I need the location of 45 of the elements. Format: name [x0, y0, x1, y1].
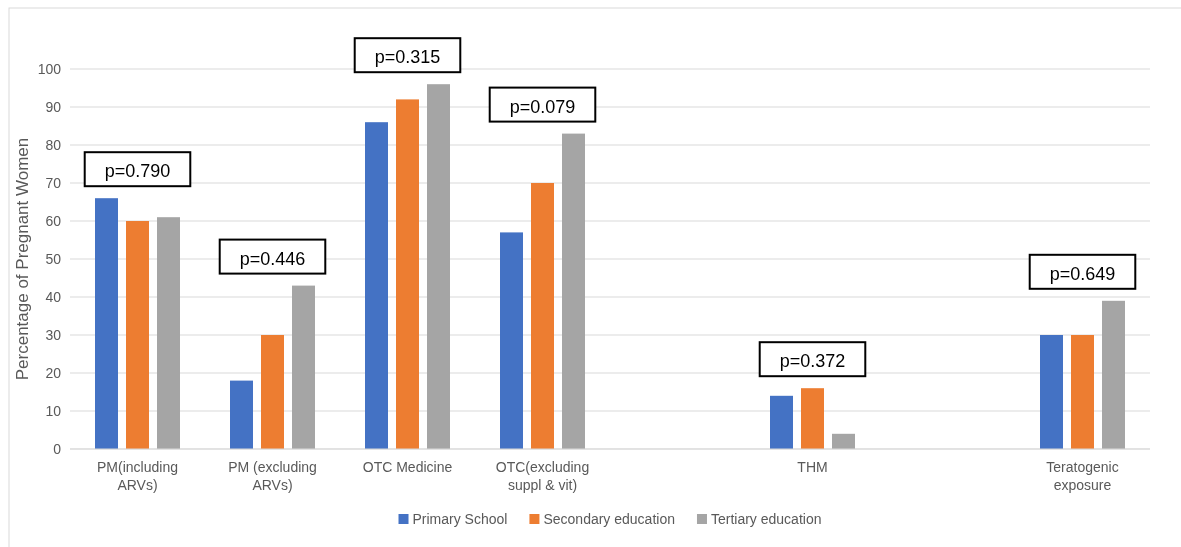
x-tick-label: Teratogenic exposure	[1046, 458, 1119, 493]
x-tick-label: OTC Medicine	[362, 458, 453, 475]
legend-label: Secondary education	[543, 511, 675, 527]
bar	[95, 198, 118, 449]
y-tick-label: 40	[45, 288, 62, 305]
y-tick-label: 60	[45, 212, 62, 229]
y-tick-label: 100	[37, 60, 62, 77]
bar	[396, 99, 419, 449]
x-tick-label: THM	[797, 458, 828, 475]
bar	[261, 335, 284, 449]
bar	[531, 183, 554, 449]
x-tick-label: PM(including ARVs)	[97, 458, 178, 493]
bar	[1102, 300, 1125, 449]
bar	[832, 433, 855, 449]
annotation: p=0.372	[779, 351, 846, 372]
annotation: p=0.079	[509, 96, 576, 117]
bar	[292, 285, 315, 449]
y-tick-label: 20	[45, 364, 62, 381]
x-tick-label: PM (excluding ARVs)	[228, 458, 317, 493]
text: p=0.315	[374, 47, 441, 68]
legend-label: Tertiary education	[710, 511, 822, 527]
y-tick-label: 50	[45, 250, 62, 267]
bar	[427, 84, 450, 449]
legend-label: Primary School	[412, 511, 508, 527]
y-tick-label: 0	[53, 440, 62, 457]
bar	[365, 122, 388, 449]
y-tick-label: 90	[45, 98, 62, 115]
y-tick-label: 80	[45, 136, 62, 153]
bar	[126, 221, 149, 449]
y-tick-label: 70	[45, 174, 62, 191]
annotation: p=0.790	[104, 161, 171, 182]
y-tick-label: 10	[45, 402, 62, 419]
bar	[1071, 335, 1094, 449]
bar	[562, 133, 585, 449]
bar	[230, 380, 253, 449]
bar	[500, 232, 523, 449]
bar	[157, 217, 180, 449]
bar	[801, 388, 824, 449]
x-tick-label: OTC(excluding suppl & vit)	[495, 458, 590, 493]
bar	[1040, 335, 1063, 449]
annotation: p=0.649	[1049, 263, 1116, 284]
y-axis-title: Percentage of Pregnant Women	[13, 137, 32, 381]
annotation: p=0.446	[239, 248, 306, 269]
bar	[770, 395, 793, 449]
y-tick-label: 30	[45, 326, 62, 343]
